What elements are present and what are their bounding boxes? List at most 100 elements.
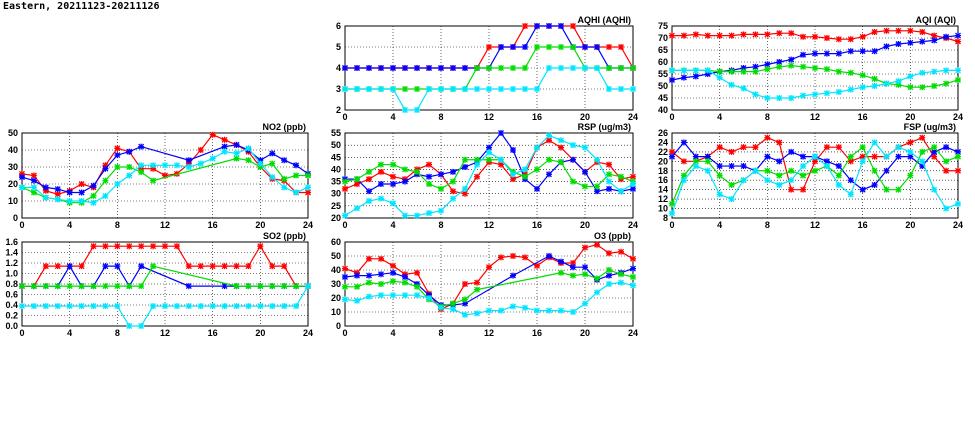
data-point-marker <box>366 279 372 286</box>
data-point-marker <box>474 286 480 293</box>
data-point-marker <box>955 38 961 45</box>
data-point-marker <box>257 283 264 290</box>
data-point-marker <box>764 31 771 38</box>
x-tick-label: 24 <box>303 328 313 338</box>
data-point-marker <box>402 65 408 71</box>
data-point-marker <box>630 86 636 92</box>
data-point-marker <box>293 172 300 179</box>
data-point-marker <box>582 65 588 71</box>
x-tick-label: 0 <box>19 220 24 230</box>
data-point-marker <box>680 74 687 81</box>
data-point-marker <box>630 255 636 262</box>
data-point-marker <box>209 131 216 138</box>
data-point-marker <box>692 163 699 170</box>
data-point-marker <box>402 166 408 173</box>
y-tick-label: 1.2 <box>5 258 18 268</box>
y-tick-label: 50 <box>331 140 341 150</box>
data-point-marker <box>716 191 723 198</box>
data-point-marker <box>78 189 85 196</box>
data-point-marker <box>558 65 564 71</box>
data-point-marker <box>281 263 288 270</box>
data-point-marker <box>90 192 97 199</box>
data-point-marker <box>426 295 432 301</box>
x-tick-label: 20 <box>580 220 590 230</box>
data-point-marker <box>257 303 264 310</box>
data-point-marker <box>66 263 73 270</box>
y-tick-label: 1.4 <box>5 248 18 258</box>
data-point-marker <box>618 188 624 195</box>
data-point-marker <box>534 166 540 173</box>
data-point-marker <box>943 205 950 212</box>
data-point-marker <box>221 263 228 270</box>
series-green <box>342 267 636 310</box>
data-point-marker <box>30 184 37 191</box>
data-point-marker <box>474 173 480 180</box>
x-tick-label: 8 <box>115 328 120 338</box>
data-point-marker <box>919 158 926 165</box>
data-point-marker <box>293 303 300 310</box>
data-point-marker <box>510 44 516 50</box>
data-point-marker <box>704 153 711 160</box>
data-point-marker <box>823 66 830 73</box>
data-point-marker <box>895 153 902 160</box>
data-point-marker <box>390 181 396 187</box>
data-point-marker <box>630 185 636 192</box>
data-point-marker <box>498 65 504 71</box>
y-tick-label: 40 <box>331 265 341 275</box>
series-cyan <box>19 283 311 329</box>
data-point-marker <box>486 86 492 92</box>
data-point-marker <box>847 153 854 160</box>
data-point-marker <box>426 65 432 71</box>
data-point-marker <box>594 188 600 195</box>
data-point-marker <box>859 153 866 160</box>
data-point-marker <box>931 186 938 193</box>
data-point-marker <box>426 181 432 187</box>
data-point-marker <box>150 263 157 270</box>
data-point-marker <box>233 141 240 148</box>
data-point-marker <box>510 147 516 153</box>
x-tick-label: 24 <box>628 220 638 230</box>
data-point-marker <box>462 65 468 71</box>
data-point-marker <box>594 241 600 248</box>
x-tick-label: 12 <box>810 220 820 230</box>
series-cyan <box>342 279 636 318</box>
data-point-marker <box>558 144 564 151</box>
data-point-marker <box>114 152 121 159</box>
data-point-marker <box>847 36 854 43</box>
data-point-marker <box>354 86 360 92</box>
x-tick-label: 0 <box>342 220 347 230</box>
data-point-marker <box>943 158 950 165</box>
data-point-marker <box>342 274 348 280</box>
data-point-marker <box>138 169 145 176</box>
series-blue <box>19 141 311 196</box>
data-point-marker <box>546 44 552 50</box>
data-point-marker <box>102 243 109 250</box>
y-tick-label: 5 <box>336 42 341 52</box>
data-point-marker <box>126 323 133 329</box>
series-cyan <box>669 67 961 101</box>
data-point-marker <box>30 303 37 310</box>
y-tick-label: 50 <box>8 128 18 138</box>
data-point-marker <box>716 32 723 39</box>
data-point-marker <box>570 260 576 266</box>
data-point-marker <box>185 160 192 167</box>
data-point-marker <box>366 198 372 204</box>
data-point-marker <box>462 164 468 170</box>
data-point-marker <box>19 184 25 191</box>
data-point-marker <box>606 65 612 71</box>
data-point-marker <box>788 62 795 69</box>
data-point-marker <box>716 68 723 75</box>
data-point-marker <box>716 163 723 170</box>
data-point-marker <box>546 137 552 144</box>
x-tick-label: 0 <box>669 220 674 230</box>
x-tick-label: 12 <box>160 328 170 338</box>
data-point-marker <box>871 181 878 188</box>
data-point-marker <box>570 44 576 50</box>
data-point-marker <box>740 177 747 184</box>
data-point-marker <box>42 283 49 290</box>
series-cyan <box>669 139 961 217</box>
x-tick-label: 20 <box>255 328 265 338</box>
data-point-marker <box>114 164 121 170</box>
data-point-marker <box>426 210 432 217</box>
